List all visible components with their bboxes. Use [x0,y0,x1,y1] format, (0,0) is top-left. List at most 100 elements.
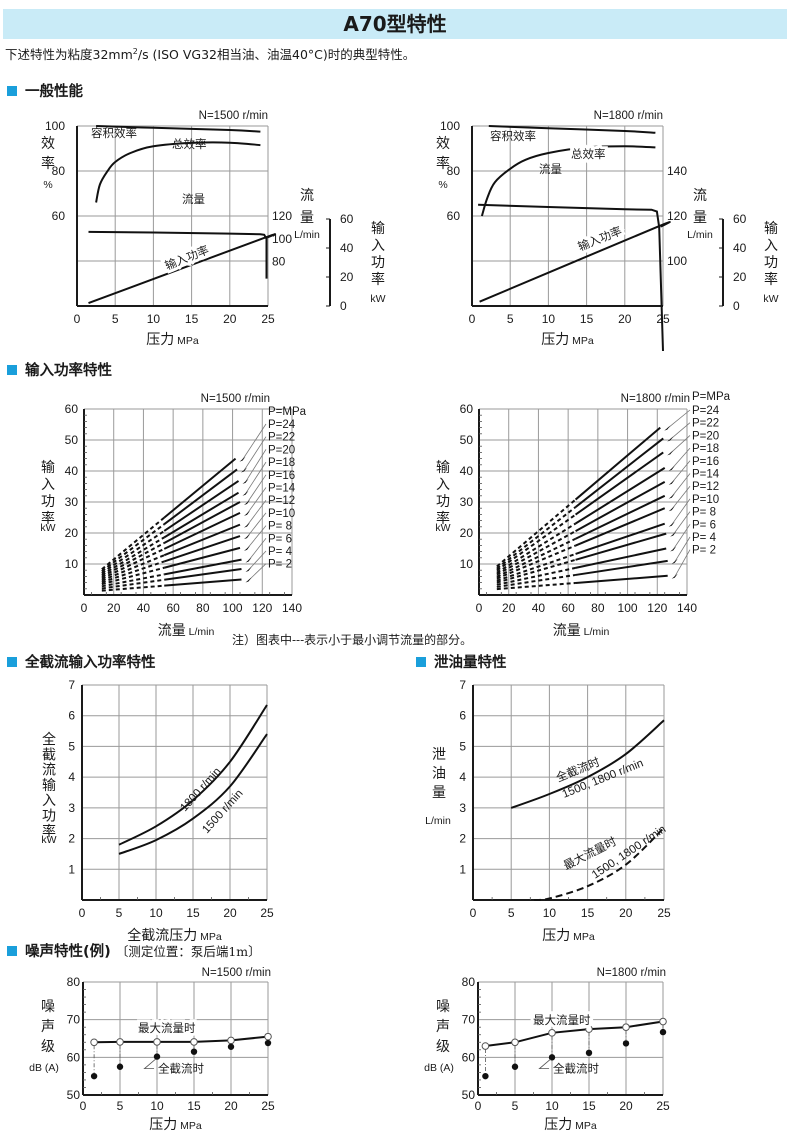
x-axis-label: 压力 MPa [146,331,199,347]
series-dashed-P16 [496,530,577,576]
y-axis-label-unit: kW [763,293,778,305]
x-tick-label: 15 [581,906,595,920]
y-axis-label: 率 [436,510,450,527]
x-tick-label: 0 [469,312,476,326]
legend-leader-line [669,435,691,454]
legend-label: P= 4 [268,546,293,558]
y-tick-label: 2 [68,832,75,846]
series-line-P2 [575,574,668,584]
y-tick-label: 5 [68,739,75,753]
x-tick-label: 10 [147,312,161,326]
y-tick-label-power: 40 [340,241,354,255]
legend-leader-line [246,499,267,526]
legend-leader-line [243,436,267,471]
x-tick-label: 120 [252,601,272,615]
pointer-line [143,1058,156,1070]
series-line-P22 [163,468,238,525]
legend-leader-line [246,525,267,550]
y-tick-label-efficiency: 80 [52,164,66,178]
y-axis-label: 率 [764,271,778,288]
chart-input-power-1800: 0 20 40 60 80 100 120 140 10 20 30 40 50 60 N=1800 r/m… [435,391,730,638]
x-tick-label: 40 [532,601,546,615]
y-tick-label-efficiency: 100 [440,119,460,133]
legend-leader-line [671,485,691,510]
x-tick-label: 15 [186,906,200,920]
marker-cutoff [227,1043,235,1050]
section-bullet-icon [7,86,17,96]
y-axis-label: 声 [41,1019,55,1035]
chart-title: N=1800 r/min [597,967,666,979]
y-tick-label-flow: 80 [272,255,286,269]
y-tick-label: 40 [460,464,474,478]
legend-label: P=24 [692,405,720,417]
y-axis-label: 全 [42,731,56,748]
y-tick-label-power: 20 [733,270,747,284]
series-dashed-P8 [101,566,165,586]
legend-label: P=22 [692,418,719,430]
series-dashed-P24 [496,498,577,568]
series-dashed-P12 [101,554,165,582]
series-dashed-P18 [101,536,165,576]
y-tick-label: 4 [68,770,75,784]
y-tick-label: 6 [459,709,466,723]
y-tick-label-power: 40 [733,241,747,255]
chart-input-power-1500: 0 20 40 60 80 100 120 140 10 20 30 40 50 60 N=1500 r/m… [40,393,306,638]
arrow-icon [671,573,678,579]
y-axis-label: 入 [371,238,385,254]
x-axis-label: 压力 MPa [544,1116,597,1132]
section-input-power: 输入功率特性 [7,359,112,380]
marker-cutoff [622,1040,630,1047]
y-axis-label: 入 [764,238,778,254]
y-axis-label: 噪 [41,999,55,1015]
y-axis-label: 油 [432,766,446,782]
legend-leader-line [667,409,691,429]
legend-leader-line [248,563,267,581]
section-bullet-icon [7,365,17,375]
y-tick-label: 70 [462,1013,476,1027]
x-tick-label: 5 [112,312,119,326]
marker-cutoff [482,1072,489,1080]
legend-leader-line [674,536,691,563]
y-tick-label: 50 [462,1088,476,1102]
x-tick-label: 20 [618,312,632,326]
series-line-P16 [575,480,666,532]
marker-cutoff [190,1048,198,1055]
series-line-P12 [575,507,666,547]
x-tick-label: 40 [137,601,151,615]
y-axis-label: 效 [436,136,450,152]
arrow-icon [244,510,250,516]
y-axis-label: 功 [371,255,385,271]
intro-text-sup: 2 [132,46,138,56]
x-tick-label: 5 [507,312,514,326]
y-tick-label-flow: 140 [667,164,687,178]
arrow-icon [244,534,250,540]
legend-label: P= 8 [692,507,716,519]
y-axis-label-unit: kW [370,293,385,305]
y-tick-label: 30 [65,495,79,509]
series-line-flow [478,203,664,352]
y-tick-label: 60 [65,402,79,416]
marker-cutoff [585,1049,593,1057]
section-cutoff-power: 全截流输入功率特性 [7,651,156,672]
legend-leader-line [671,473,691,498]
marker-max-flow [622,1023,630,1031]
legend-label: P=18 [268,457,295,469]
marker-max-flow [227,1036,235,1045]
y-axis-label: 率 [42,823,56,840]
series-dashed-P22 [496,506,577,570]
series-line-P8 [163,546,241,569]
series-dashed-P4 [101,578,165,590]
arrow-icon [668,493,675,499]
series-line-P20 [163,480,240,532]
y-tick-label: 6 [68,709,75,723]
series-label: 输入功率 [163,243,211,273]
series-label: 总效率 [571,147,606,161]
legend-leader-line [248,550,267,571]
arrow-icon [667,436,674,442]
series-line-max-flow [94,1035,269,1044]
y-tick-label: 1 [459,862,466,876]
x-tick-label: 5 [116,906,123,920]
y-tick-label-flow: 120 [272,209,292,223]
x-tick-label: 0 [470,906,477,920]
arrow-icon [668,506,675,512]
